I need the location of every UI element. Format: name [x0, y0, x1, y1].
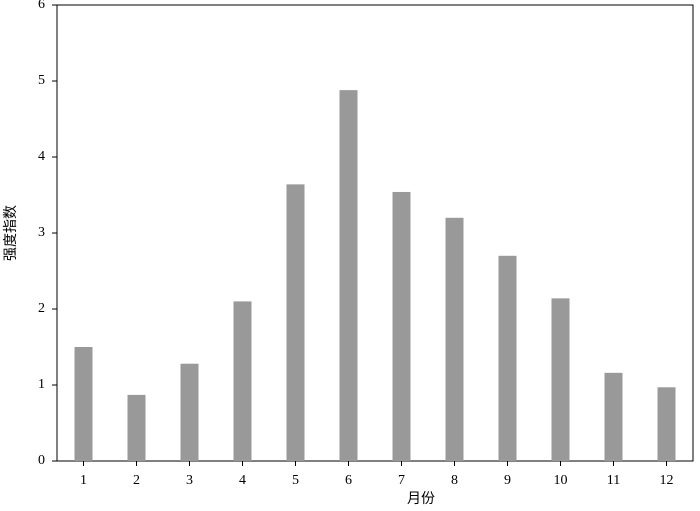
- x-tick-label: 5: [292, 473, 299, 488]
- x-axis-label: 月份: [407, 491, 435, 507]
- x-tick-label: 6: [345, 473, 352, 488]
- bar: [286, 184, 305, 462]
- y-tick-label: 1: [38, 377, 45, 392]
- bar: [233, 301, 252, 461]
- bar: [180, 363, 199, 461]
- bar: [392, 191, 411, 461]
- y-tick-label: 3: [38, 225, 45, 240]
- y-tick-label: 2: [38, 301, 45, 316]
- bar: [445, 217, 464, 461]
- y-tick-label: 5: [38, 73, 45, 88]
- x-tick-label: 4: [239, 473, 246, 488]
- y-axis-label: 强度指数: [3, 205, 19, 261]
- x-tick-label: 12: [660, 473, 674, 488]
- x-tick-label: 10: [554, 473, 568, 488]
- x-tick-label: 2: [133, 473, 140, 488]
- x-tick-label: 7: [398, 473, 405, 488]
- bar: [604, 372, 623, 461]
- x-tick-label: 1: [80, 473, 87, 488]
- bar: [127, 394, 146, 461]
- y-tick-label: 0: [38, 453, 45, 468]
- bar: [498, 255, 517, 461]
- bar: [551, 298, 570, 461]
- plot-frame: [56, 4, 694, 462]
- y-tick-label: 4: [38, 149, 45, 164]
- x-tick-label: 9: [504, 473, 511, 488]
- x-tick-label: 3: [186, 473, 193, 488]
- bar: [74, 347, 93, 461]
- bar: [657, 387, 676, 461]
- bar: [339, 90, 358, 462]
- y-tick-label: 6: [38, 0, 45, 12]
- x-tick-label: 11: [607, 473, 620, 488]
- x-tick-label: 8: [451, 473, 458, 488]
